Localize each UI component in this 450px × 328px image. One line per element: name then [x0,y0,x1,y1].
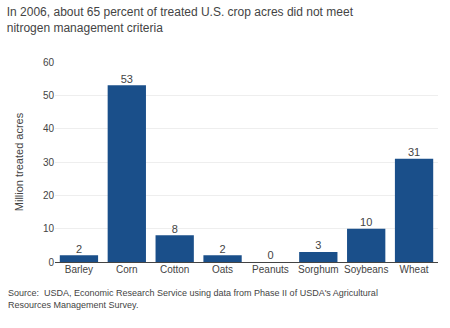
svg-text:20: 20 [43,190,55,201]
svg-text:2: 2 [219,243,225,255]
svg-text:Million treated acres: Million treated acres [13,112,25,211]
svg-text:8: 8 [172,223,178,235]
svg-text:0: 0 [267,249,273,261]
svg-text:2: 2 [76,243,82,255]
svg-text:Corn: Corn [116,264,138,275]
svg-text:53: 53 [121,73,133,85]
svg-text:Source: USDA, Economic Resear: Source: USDA, Economic Research Service … [8,288,378,310]
svg-text:Wheat: Wheat [400,264,429,275]
svg-text:31: 31 [408,146,420,158]
svg-text:30: 30 [43,157,55,168]
svg-text:Peanuts: Peanuts [252,264,289,275]
svg-text:Barley: Barley [65,264,93,275]
svg-text:Oats: Oats [212,264,233,275]
svg-text:Cotton: Cotton [160,264,189,275]
svg-text:Sorghum: Sorghum [298,264,339,275]
svg-text:50: 50 [43,90,55,101]
svg-text:10: 10 [360,216,372,228]
svg-text:60: 60 [43,57,55,68]
svg-text:3: 3 [315,239,321,251]
svg-text:Soybeans: Soybeans [344,264,388,275]
svg-text:In 2006, about 65 percent of t: In 2006, about 65 percent of treated U.S… [7,5,354,35]
svg-text:0: 0 [48,257,54,268]
svg-text:10: 10 [43,223,55,234]
svg-text:40: 40 [43,123,55,134]
